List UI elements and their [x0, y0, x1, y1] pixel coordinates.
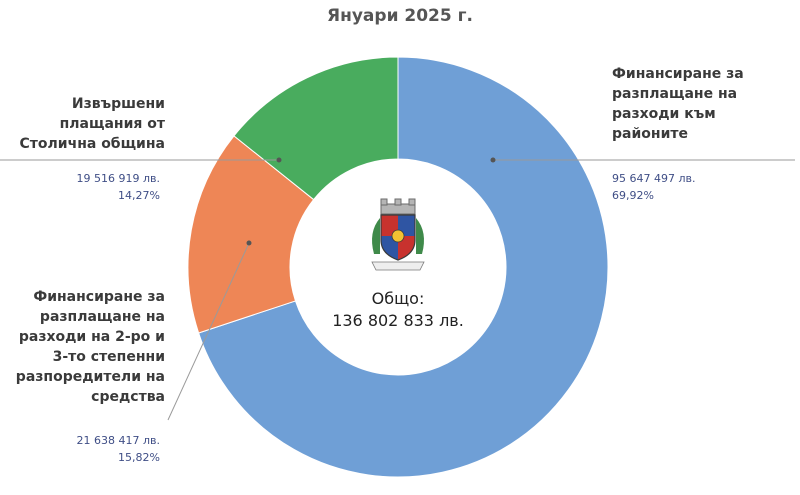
label-stolichna: Извършени плащания от Столична община: [19, 96, 165, 152]
amount-raioni: 95 647 497 лв.: [612, 172, 696, 185]
leader-dot-raioni: [490, 157, 496, 163]
percent-vtori: 15,82%: [118, 451, 160, 464]
total-label: Общо: 136 802 833 лв.: [300, 288, 496, 332]
total-value: 136 802 833 лв.: [332, 311, 464, 330]
amount-stolichna: 19 516 919 лв.: [76, 172, 161, 185]
total-caption: Общо:: [371, 289, 425, 308]
amount-vtori: 21 638 417 лв.: [76, 434, 161, 447]
leader-dot-vtori: [246, 240, 252, 246]
slice-vtori: [187, 135, 315, 334]
slice-stolichna: [233, 56, 399, 201]
label-raioni: Финансиране за разплащане на разходи към…: [612, 66, 744, 142]
label-vtori: Финансиране за разплащане на разходи на …: [15, 289, 165, 405]
percent-stolichna: 14,27%: [118, 189, 160, 202]
coat-of-arms-emblem: [371, 198, 425, 271]
percent-raioni: 69,92%: [612, 189, 654, 202]
value-raioni: 95 647 497 лв. 69,92%: [612, 170, 696, 204]
leader-dot-stolichna: [276, 157, 282, 163]
value-stolichna: 19 516 919 лв. 14,27%: [20, 170, 161, 204]
chart-title: Януари 2025 г.: [327, 6, 473, 26]
slice-raioni: [198, 56, 609, 478]
leader-lines: [0, 157, 795, 421]
value-vtori: 21 638 417 лв. 15,82%: [20, 432, 161, 466]
leader-line-vtori: [167, 242, 250, 421]
donut-slices: [187, 56, 609, 478]
